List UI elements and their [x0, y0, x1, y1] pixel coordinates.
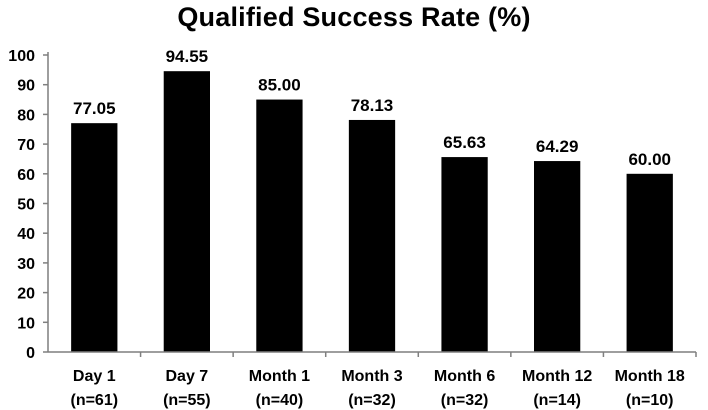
- bar: [441, 157, 488, 352]
- y-tick-label: 40: [17, 226, 35, 243]
- bars: 77.05 94.55 85.00 78.13 65.63 64.29 60.00: [71, 47, 673, 353]
- data-label: 65.63: [443, 133, 486, 152]
- x-category-label: Day 1: [73, 368, 116, 385]
- x-category-sublabel: (n=40): [256, 392, 304, 409]
- x-category-label: Month 3: [341, 368, 402, 385]
- data-label: 60.00: [628, 150, 671, 169]
- x-category-sublabel: (n=61): [70, 392, 118, 409]
- y-tick-label: 100: [8, 48, 35, 65]
- x-category-sublabel: (n=32): [348, 392, 396, 409]
- bar: [626, 173, 673, 352]
- x-category-sublabel: (n=32): [441, 392, 489, 409]
- y-tick-label: 20: [17, 286, 35, 303]
- data-label: 64.29: [536, 137, 579, 156]
- chart-title: Qualified Success Rate (%): [177, 2, 531, 32]
- bar: [163, 71, 210, 353]
- y-tick-label: 50: [17, 197, 35, 214]
- bar: [71, 123, 118, 352]
- data-label: 78.13: [351, 96, 394, 115]
- data-label: 85.00: [258, 76, 301, 95]
- y-tick-label: 0: [26, 345, 35, 362]
- bar: [256, 99, 303, 352]
- x-category-sublabel: (n=10): [626, 392, 674, 409]
- y-tick-label: 80: [17, 107, 35, 124]
- x-category-label: Month 18: [615, 368, 685, 385]
- y-tick-label: 90: [17, 78, 35, 95]
- x-axis: Day 1 (n=61) Day 7 (n=55) Month 1 (n=40) Month…: [48, 351, 697, 409]
- y-tick-label: 30: [17, 256, 35, 273]
- data-label: 77.05: [73, 99, 116, 118]
- x-category-sublabel: (n=55): [163, 392, 211, 409]
- y-tick-label: 70: [17, 137, 35, 154]
- x-category-label: Month 1: [249, 368, 310, 385]
- data-label: 94.55: [166, 47, 209, 66]
- x-category-sublabel: (n=14): [533, 392, 581, 409]
- x-category-label: Month 6: [434, 368, 495, 385]
- y-tick-label: 60: [17, 167, 35, 184]
- bar: [348, 119, 396, 352]
- x-category-label: Day 7: [166, 368, 209, 385]
- y-tick-label: 10: [17, 315, 35, 332]
- y-axis: 0 10 20 30 40 50 60 70 80 90 100: [8, 48, 49, 362]
- x-category-label: Month 12: [522, 368, 592, 385]
- bar: [534, 161, 581, 352]
